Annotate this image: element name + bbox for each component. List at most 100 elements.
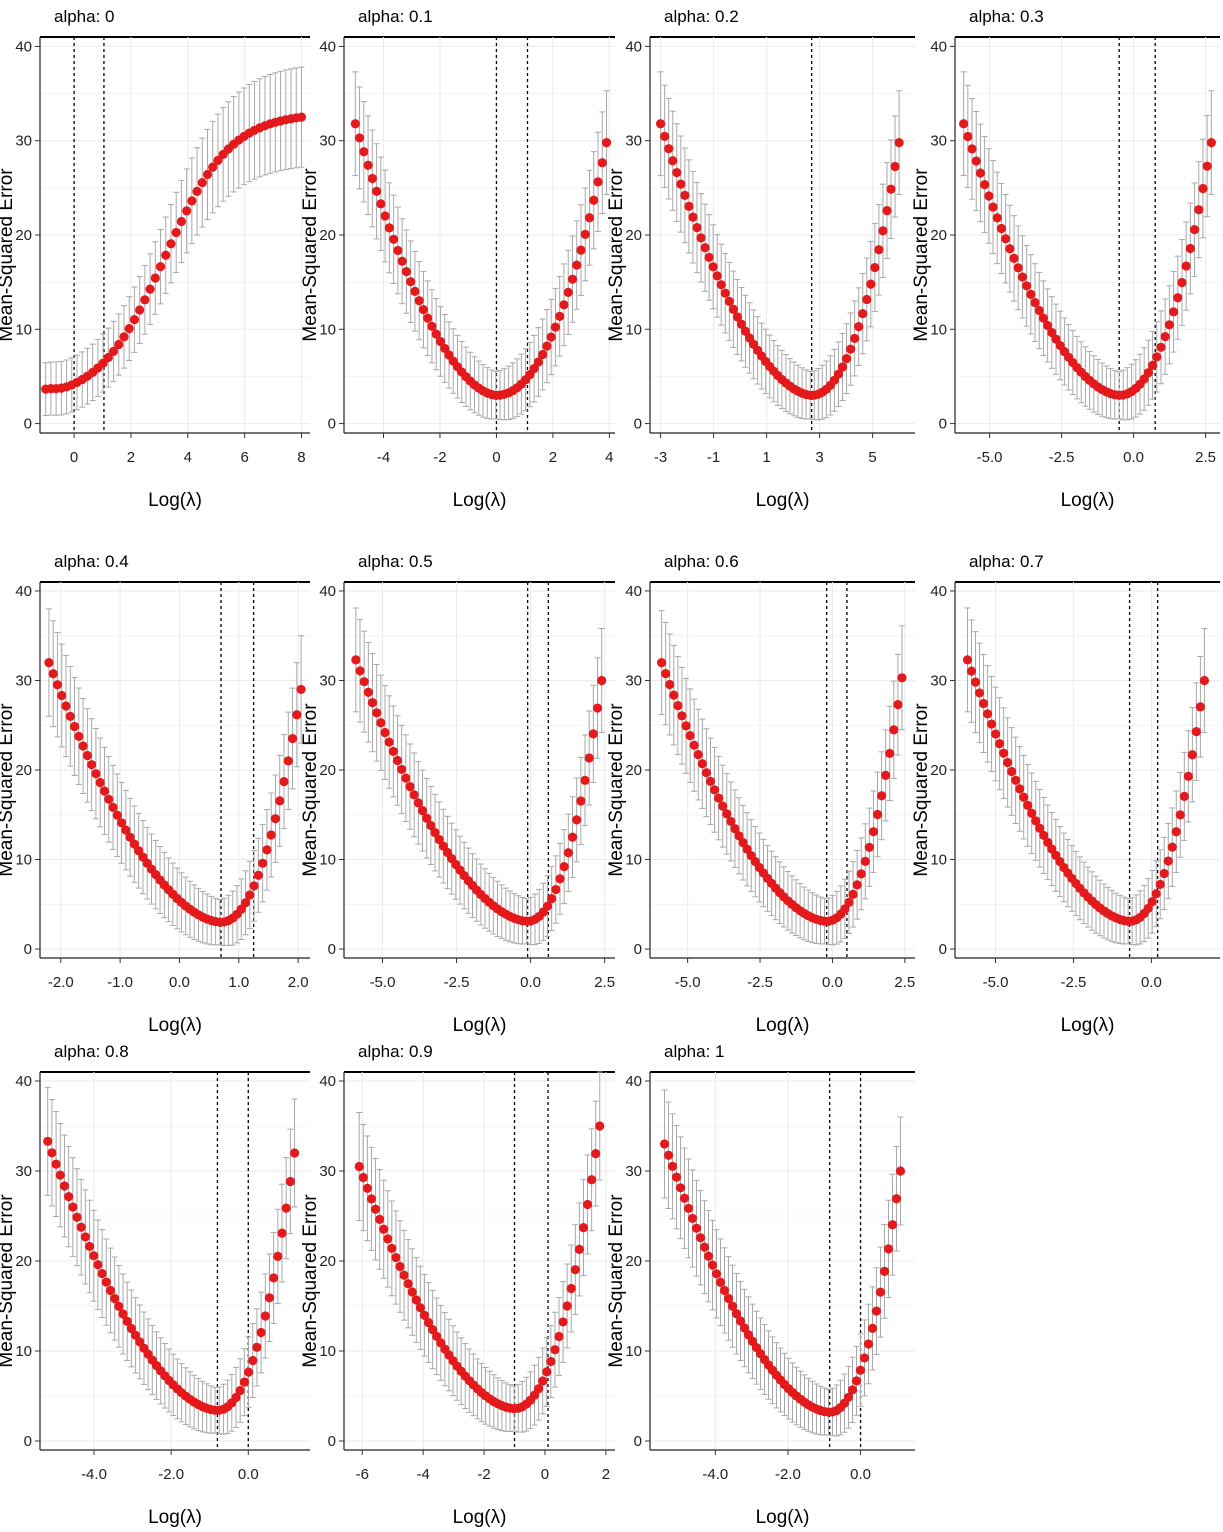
mse-point [597, 675, 607, 686]
mse-point [1047, 327, 1057, 338]
mse-point [87, 760, 97, 770]
mse-point [1026, 289, 1036, 299]
mse-point [1039, 830, 1049, 841]
mse-point [878, 226, 888, 236]
mse-point [667, 1161, 678, 1171]
mse-point [558, 1317, 568, 1327]
mse-point [248, 1355, 258, 1366]
mse-point [990, 729, 1001, 739]
facet-panel: alpha: 0.1 0 10 20 30 40 -4 -2 0 2 4 Log(λ) Mean-Squ… [300, 7, 615, 511]
mse-point [864, 842, 874, 852]
mse-point [547, 894, 557, 904]
mse-point [367, 698, 378, 708]
y-tick-label: 30 [625, 672, 642, 689]
mse-point [260, 1311, 270, 1321]
mse-point [82, 750, 92, 761]
mse-point [422, 813, 432, 823]
mse-point [101, 1277, 111, 1287]
mse-point [705, 776, 716, 786]
mse-point [1156, 342, 1166, 352]
mse-point [874, 245, 884, 255]
facet-title: alpha: 0.4 [54, 552, 129, 571]
mse-point [850, 333, 860, 344]
mse-point [245, 890, 255, 900]
mse-point [409, 790, 419, 800]
mse-point [546, 1356, 556, 1367]
mse-point [72, 1212, 82, 1222]
mse-point [688, 212, 698, 222]
mse-point [988, 202, 998, 212]
mse-point [150, 273, 160, 283]
mse-point [48, 669, 58, 679]
x-tick-label: -6 [356, 1466, 369, 1483]
x-tick-label: 0 [70, 449, 78, 466]
mse-point [376, 718, 386, 728]
mse-point [252, 1342, 262, 1352]
mse-point [391, 1252, 401, 1263]
mse-point [414, 296, 424, 306]
mse-point [895, 1166, 906, 1176]
mse-point [1009, 253, 1019, 264]
mse-point [1017, 272, 1028, 282]
mse-point [562, 1301, 572, 1311]
x-tick-label: 0.0 [1123, 449, 1144, 466]
mse-point [91, 769, 101, 779]
mse-point [376, 199, 386, 209]
y-tick-label: 0 [328, 416, 336, 433]
x-axis-title: Log(λ) [148, 490, 202, 511]
mse-point [1005, 244, 1015, 254]
mse-point [296, 112, 307, 122]
mse-point [567, 832, 578, 842]
y-tick-label: 20 [319, 1253, 336, 1270]
mse-point [1007, 766, 1017, 777]
x-axis-title: Log(λ) [148, 1507, 202, 1528]
mse-point [202, 169, 213, 180]
mse-point [656, 119, 666, 129]
x-tick-label: 0.0 [520, 974, 541, 991]
mse-point [716, 280, 726, 290]
mse-point [538, 1376, 548, 1386]
mse-point [399, 1270, 409, 1280]
mse-point [273, 1251, 283, 1261]
mse-point [389, 234, 399, 244]
mse-point [1151, 889, 1161, 899]
mse-point [1160, 332, 1170, 342]
mse-point [249, 881, 259, 891]
mse-point [231, 1392, 241, 1403]
y-tick-label: 40 [15, 583, 32, 600]
mse-point [114, 339, 124, 350]
mse-point [1191, 726, 1201, 737]
mse-point [417, 806, 428, 816]
mse-point [859, 1353, 870, 1363]
y-tick-label: 10 [15, 1343, 32, 1360]
x-tick-label: 2.0 [288, 974, 309, 991]
mse-point [125, 832, 135, 842]
mse-point [51, 1159, 61, 1169]
x-axis-title: Log(λ) [756, 1015, 810, 1036]
mse-point [550, 322, 561, 332]
mse-point [563, 287, 573, 298]
mse-point [1159, 868, 1169, 879]
y-tick-label: 30 [930, 672, 947, 689]
x-tick-label: 2 [127, 449, 135, 466]
mse-point [726, 816, 736, 827]
mse-point [1181, 261, 1191, 271]
mse-point [863, 1339, 874, 1349]
facet-panel: alpha: 1 0 10 20 30 40 -4.0 -2.0 0.0 Log(λ) Mean-S… [606, 1042, 915, 1528]
mse-point [703, 1251, 714, 1261]
mse-point [1022, 281, 1032, 291]
x-axis-title: Log(λ) [453, 1015, 507, 1036]
mse-point [126, 1323, 136, 1334]
mse-point [868, 827, 879, 837]
facet-panel: alpha: 0 0 10 20 30 40 0 2 4 6 8 Log(λ) Mean-Squared… [0, 7, 310, 511]
mse-point [728, 304, 738, 314]
y-tick-label: 40 [15, 38, 32, 55]
mse-point [966, 666, 977, 676]
mse-point [388, 746, 398, 757]
mse-point [80, 1232, 90, 1242]
mse-point [65, 711, 75, 721]
mse-point [734, 831, 744, 841]
mse-point [1167, 842, 1177, 852]
mse-point [359, 147, 369, 157]
